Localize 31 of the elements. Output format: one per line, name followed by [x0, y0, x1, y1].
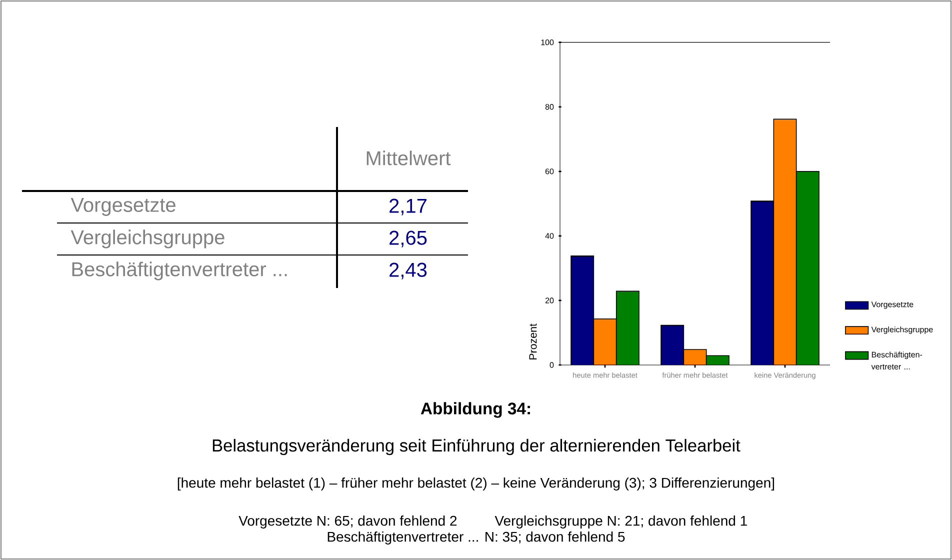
bar — [683, 349, 707, 365]
y-tick-label: 40 — [545, 233, 554, 239]
bar — [773, 118, 797, 365]
bar — [750, 200, 774, 365]
y-tick-label: 60 — [545, 168, 554, 174]
bar — [570, 256, 594, 365]
category-label: Vergleichsgruppe — [70, 230, 224, 248]
y-tick-label: 100 — [541, 39, 554, 46]
text: Belastungsveränderung seit Einführung der alternierenden Telearbeit — [212, 438, 740, 456]
y-tick-label: 20 — [545, 298, 554, 304]
bar — [660, 324, 684, 365]
data-label: 2,17 — [390, 198, 426, 216]
text: Vergleichsgruppe N: 21; davon fehlend 1 — [494, 515, 747, 529]
legend-label: Beschäftigten- vertreter ... — [871, 352, 922, 370]
category-label: Beschäftigtenvertreter ... — [72, 262, 287, 280]
bar — [593, 318, 617, 365]
text: [heute mehr belastet (1) – früher mehr belastet (2) – keine Veränderung (3); 3 Differenzierungen] — [178, 477, 774, 491]
text: Vorgesetzte N: 65; davon fehlend 2 — [238, 515, 457, 529]
bar — [796, 170, 820, 365]
text: Mittelwert — [366, 150, 451, 166]
category-label: Vorgesetzte — [70, 198, 176, 216]
legend-label: Vergleichsgruppe — [871, 326, 933, 334]
y-tick-label: 0 — [550, 362, 554, 368]
data-label: 2,43 — [390, 262, 427, 280]
legend-label: Vorgesetzte — [871, 302, 914, 309]
y-axis-title: Prozent — [529, 324, 537, 360]
y-tick-label: 80 — [545, 104, 554, 110]
bar — [616, 290, 640, 365]
text: Beschäftigtenvertreter ... N: 35; davon fehlend 5 — [328, 531, 625, 545]
text: Abbildung 34: — [420, 402, 530, 418]
data-label: 2,65 — [390, 230, 427, 248]
